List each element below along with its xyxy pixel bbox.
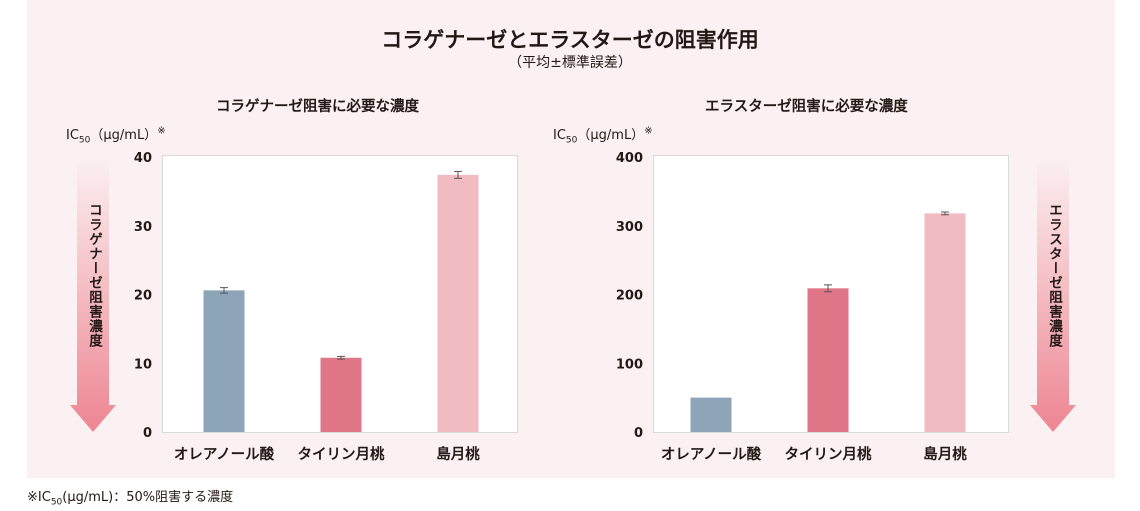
y-tick-label: 200: [616, 289, 643, 304]
y-tick-label: 400: [616, 151, 643, 166]
bar: [320, 357, 362, 432]
chart-title-elastase: エラスターゼ阻害に必要な濃度: [705, 99, 908, 115]
arrow-label-elastase: エラスターゼ阻害濃度: [1046, 203, 1062, 348]
x-tick-label: 島月桃: [436, 445, 480, 463]
x-tick-label: オレアノール酸: [661, 445, 762, 463]
error-bar: [454, 170, 462, 179]
bar: [924, 213, 966, 432]
x-tick-label: 島月桃: [923, 445, 967, 463]
y-tick-label: 10: [134, 357, 152, 372]
y-tick-label: 0: [143, 426, 152, 441]
y-axis-label-elastase: IC50（μg/mL）※: [553, 125, 653, 146]
bar: [690, 397, 732, 432]
footnote: ※IC50(μg/mL)：50%阻害する濃度: [27, 490, 234, 508]
chart-title-collagenase: コラゲナーゼ阻害に必要な濃度: [216, 99, 419, 115]
error-bar: [337, 355, 345, 360]
bar: [807, 288, 849, 432]
y-tick-label: 100: [616, 357, 643, 372]
x-tick-label: オレアノール酸: [174, 445, 275, 463]
bar: [203, 290, 245, 432]
error-bar: [220, 287, 228, 294]
arrow-down-icon: [70, 155, 116, 437]
arrow-down-icon: [1030, 155, 1076, 437]
page-subtitle: （平均±標準誤差）: [508, 55, 632, 71]
x-tick-label: タイリン月桃: [785, 445, 872, 463]
y-tick-label: 0: [634, 426, 643, 441]
y-tick-label: 300: [616, 220, 643, 235]
error-bar: [941, 211, 949, 216]
error-bar: [824, 284, 832, 293]
y-tick-label: 40: [134, 151, 152, 166]
bar: [437, 174, 479, 432]
page-title: コラゲナーゼとエラスターゼの阻害作用: [381, 28, 759, 52]
arrow-label-collagenase: コラゲナーゼ阻害濃度: [86, 203, 102, 348]
y-tick-label: 30: [134, 220, 152, 235]
y-axis-label-collagenase: IC50（μg/mL）※: [66, 125, 166, 146]
x-tick-label: タイリン月桃: [298, 445, 385, 463]
y-tick-label: 20: [134, 289, 152, 304]
